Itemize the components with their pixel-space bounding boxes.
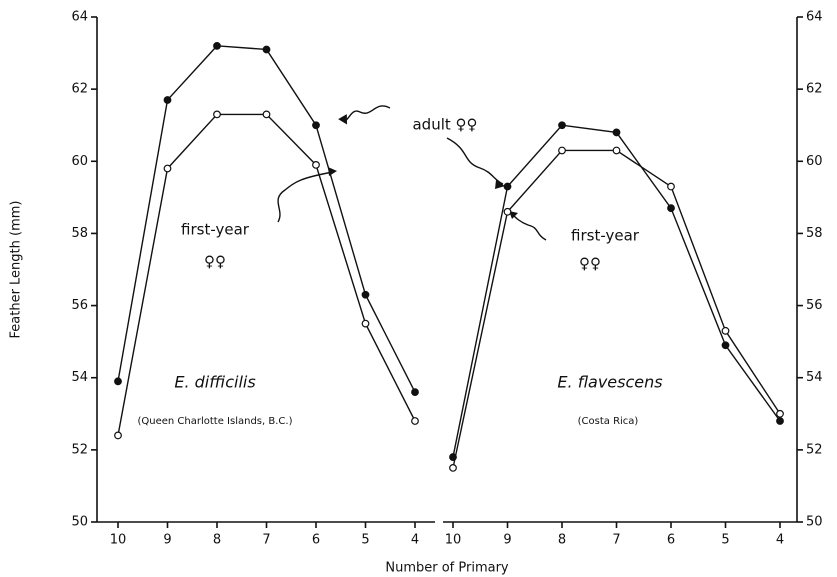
arrow (277, 171, 334, 223)
annotation: E. flavescens (557, 373, 662, 392)
x-tick-label: 8 (558, 533, 566, 548)
annotation: (Costa Rica) (578, 416, 639, 427)
data-point (213, 41, 221, 50)
series-line (117, 113, 416, 436)
annotation: E. difficilis (174, 373, 255, 392)
data-point (312, 160, 320, 169)
x-tick-label: 10 (445, 533, 462, 548)
data-point (163, 164, 172, 173)
arrow (446, 137, 504, 185)
y-tick-label: 52 (806, 442, 823, 457)
annotation: first-year (181, 221, 250, 239)
x-axis-label: Number of Primary (385, 561, 509, 576)
series-line (117, 45, 416, 393)
data-point (114, 431, 122, 440)
y-tick-label: 50 (71, 515, 88, 530)
y-tick-label: 64 (806, 10, 823, 25)
data-point (312, 121, 320, 130)
data-point (558, 146, 566, 155)
annotation: adult ♀♀ (412, 116, 477, 134)
y-tick-label: 52 (71, 442, 88, 457)
data-point (361, 290, 370, 299)
y-tick-label: 62 (806, 82, 823, 97)
y-tick-label: 62 (71, 82, 88, 97)
arrow (344, 105, 391, 122)
x-tick-label: 9 (163, 533, 171, 548)
y-axis-label: Feather Length (mm) (9, 201, 24, 339)
data-point (213, 110, 221, 119)
y-tick-label: 60 (806, 154, 823, 169)
data-point (721, 341, 730, 350)
y-tick-label: 56 (806, 298, 823, 313)
data-point (411, 417, 419, 425)
annotation: ♀♀ (579, 255, 601, 273)
data-point (361, 319, 370, 328)
data-point (114, 377, 122, 386)
data-point (558, 121, 566, 130)
data-point (449, 463, 457, 472)
y-tick-label: 64 (71, 10, 88, 25)
y-tick-label: 50 (806, 515, 823, 530)
data-point (262, 45, 271, 54)
data-point (667, 182, 675, 191)
data-point (776, 409, 784, 418)
data-point (612, 128, 621, 137)
data-point (503, 207, 512, 216)
x-tick-label: 6 (312, 533, 320, 548)
x-tick-label: 4 (776, 533, 784, 548)
annotation: first-year (571, 227, 640, 245)
x-tick-label: 7 (612, 533, 620, 548)
y-tick-label: 54 (71, 370, 88, 385)
arrowhead (495, 180, 505, 189)
arrow (511, 213, 547, 241)
x-tick-label: 5 (721, 533, 729, 548)
data-point (163, 96, 172, 104)
y-tick-label: 60 (71, 154, 88, 169)
y-tick-label: 54 (806, 370, 823, 385)
x-tick-label: 7 (262, 533, 270, 548)
x-tick-label: 9 (503, 533, 511, 548)
data-point (667, 204, 675, 213)
x-tick-label: 5 (361, 533, 369, 548)
y-tick-label: 58 (71, 226, 88, 241)
annotation: ♀♀ (204, 253, 226, 271)
data-point (262, 110, 271, 119)
data-point (503, 182, 512, 191)
x-tick-label: 8 (213, 533, 221, 548)
x-tick-label: 4 (411, 533, 419, 548)
data-point (612, 146, 621, 155)
series-line (452, 124, 781, 458)
y-tick-label: 58 (806, 226, 823, 241)
x-tick-label: 10 (110, 533, 127, 548)
y-tick-label: 56 (71, 298, 88, 313)
annotation: (Queen Charlotte Islands, B.C.) (138, 416, 293, 427)
arrowhead (509, 211, 518, 219)
data-point (411, 388, 419, 397)
data-point (721, 326, 730, 335)
x-tick-label: 6 (667, 533, 675, 548)
arrowhead (338, 114, 347, 125)
data-point (776, 417, 784, 425)
